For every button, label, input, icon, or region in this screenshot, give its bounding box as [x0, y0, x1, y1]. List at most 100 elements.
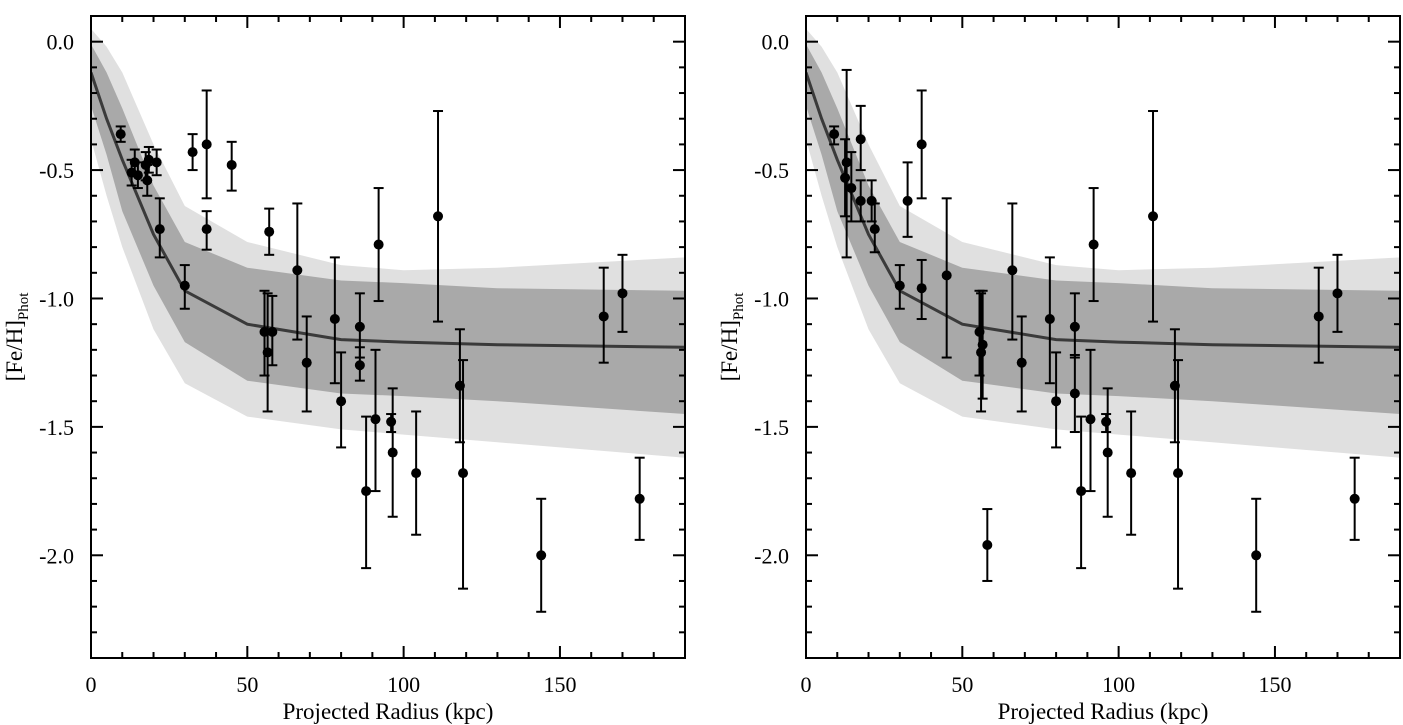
right-y-axis-label-sub: Phot — [731, 292, 747, 320]
left-data-point-21 — [336, 351, 347, 449]
right-y-tick-label-0: 0.0 — [762, 30, 790, 55]
right-marker-5 — [855, 195, 866, 206]
left-marker-26 — [370, 414, 381, 425]
right-marker-8 — [894, 280, 905, 291]
left-plot-content — [91, 28, 685, 613]
left-data-point-15 — [262, 292, 273, 413]
right-data-point-16 — [982, 508, 993, 582]
right-marker-18 — [1016, 357, 1027, 368]
right-marker-19 — [1044, 314, 1055, 325]
right-marker-33 — [1313, 311, 1324, 322]
left-data-point-3 — [132, 161, 143, 190]
right-marker-24 — [1085, 414, 1096, 425]
right-data-point-17 — [1007, 202, 1018, 341]
right-marker-28 — [1126, 468, 1137, 479]
right-y-axis-label-main: [Fe/H] — [717, 320, 742, 381]
left-x-tick-label-2: 100 — [387, 672, 420, 697]
right-marker-21 — [1069, 321, 1080, 332]
right-marker-1 — [840, 172, 851, 183]
left-marker-15 — [262, 347, 273, 358]
left-marker-34 — [598, 311, 609, 322]
left-marker-8 — [154, 224, 165, 235]
right-marker-29 — [1148, 211, 1159, 222]
right-marker-0 — [829, 129, 840, 140]
left-marker-9 — [179, 280, 190, 291]
left-data-point-20 — [329, 256, 340, 385]
right-data-point-11 — [916, 258, 927, 321]
right-data-point-2 — [841, 68, 852, 259]
right-data-point-24 — [1085, 348, 1096, 493]
right-data-point-19 — [1044, 256, 1055, 385]
right-marker-34 — [1332, 288, 1343, 299]
right-marker-4 — [855, 134, 866, 145]
left-marker-30 — [433, 211, 444, 222]
right-data-point-12 — [941, 197, 952, 359]
left-data-point-29 — [411, 410, 422, 536]
left-marker-21 — [336, 396, 347, 407]
right-marker-9 — [902, 195, 913, 206]
left-marker-23 — [354, 360, 365, 371]
left-data-point-12 — [201, 210, 212, 251]
right-marker-12 — [941, 270, 952, 281]
left-y-axis-label-sub: Phot — [16, 292, 32, 320]
right-marker-35 — [1349, 493, 1360, 504]
left-data-point-26 — [370, 348, 381, 493]
right-marker-27 — [1102, 447, 1113, 458]
right-marker-25 — [1088, 239, 1099, 250]
left-data-point-30 — [433, 110, 444, 323]
left-marker-5 — [142, 175, 153, 186]
right-y-tick-label-2: -1.0 — [754, 286, 789, 311]
right-data-point-15 — [977, 289, 988, 400]
left-marker-35 — [617, 288, 628, 299]
left-y-tick-label-4: -2.0 — [39, 543, 74, 568]
left-data-point-17 — [267, 294, 278, 367]
right-data-point-10 — [916, 89, 927, 200]
left-marker-28 — [387, 447, 398, 458]
left-marker-29 — [411, 468, 422, 479]
left-marker-32 — [458, 468, 469, 479]
right-marker-15 — [977, 339, 988, 350]
right-data-point-9 — [902, 161, 913, 238]
left-data-point-11 — [201, 89, 212, 200]
left-marker-27 — [386, 416, 397, 427]
right-data-points — [829, 68, 1360, 613]
right-y-tick-label-4: -2.0 — [754, 543, 789, 568]
left-marker-24 — [361, 486, 372, 497]
left-axes-frame — [90, 15, 686, 659]
left-x-axis-label: Projected Radius (kpc) — [283, 699, 494, 724]
right-data-point-34 — [1332, 253, 1343, 333]
right-data-point-23 — [1076, 415, 1087, 570]
right-axes-frame — [805, 15, 1401, 659]
left-marker-7 — [151, 157, 162, 168]
left-x-tick-label-0: 0 — [86, 672, 97, 697]
right-ticks — [805, 15, 1401, 659]
left-marker-3 — [132, 170, 143, 181]
right-data-point-25 — [1088, 187, 1099, 303]
left-y-tick-label-2: -1.0 — [39, 286, 74, 311]
right-data-point-3 — [846, 151, 857, 223]
left-marker-19 — [301, 357, 312, 368]
right-x-axis-label: Projected Radius (kpc) — [998, 699, 1209, 724]
right-data-point-27 — [1102, 387, 1113, 518]
left-panel: 0 50 100 150 0.0 -0.5 -1.0 -1.5 -2.0 Projected R… — [2, 15, 686, 724]
left-data-point-33 — [536, 497, 547, 613]
right-data-point-18 — [1016, 315, 1027, 413]
right-marker-17 — [1007, 265, 1018, 276]
left-marker-13 — [226, 159, 237, 170]
left-y-tick-label-3: -1.5 — [39, 415, 74, 440]
left-data-point-6 — [143, 145, 154, 174]
right-marker-32 — [1251, 550, 1262, 561]
left-data-point-8 — [154, 197, 165, 259]
left-y-tick-label-0: 0.0 — [47, 30, 75, 55]
right-marker-31 — [1173, 468, 1184, 479]
left-data-point-13 — [226, 140, 237, 192]
right-x-tick-label-1: 50 — [951, 672, 973, 697]
left-data-point-5 — [142, 163, 153, 197]
right-marker-2 — [841, 157, 852, 168]
right-x-tick-label-3: 150 — [1258, 672, 1291, 697]
left-data-point-10 — [187, 133, 198, 172]
left-data-point-0 — [115, 125, 126, 143]
left-data-point-7 — [151, 148, 162, 177]
left-data-point-19 — [301, 315, 312, 413]
